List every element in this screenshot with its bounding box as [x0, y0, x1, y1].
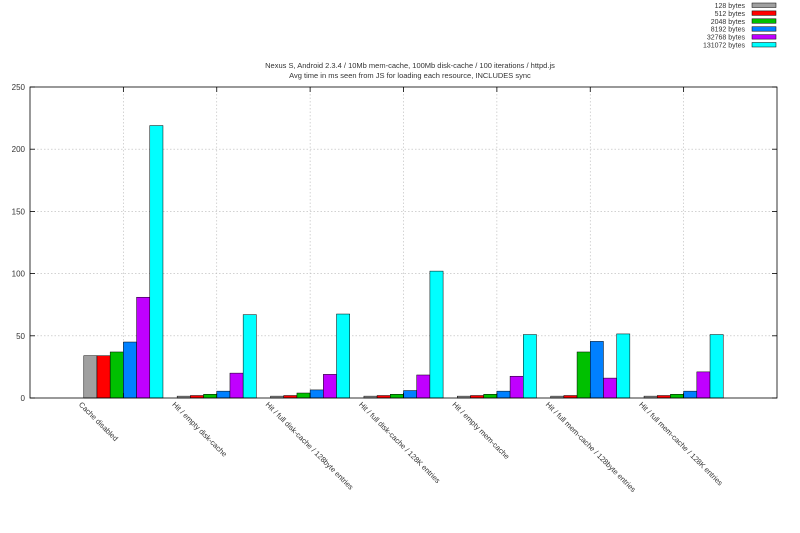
legend-label: 8192 bytes [711, 27, 746, 34]
x-tick-label: Hit / full mem-cache / 128K entries [637, 400, 725, 488]
bar [149, 125, 164, 399]
x-tick-label: Hit / full mem-cache / 128byte entries [544, 400, 638, 494]
x-tick-label: Hit / empty mem-cache [450, 400, 511, 461]
legend-swatch [751, 42, 777, 48]
bar [309, 389, 324, 399]
bar [576, 351, 591, 399]
legend-swatch [751, 26, 777, 32]
bar [109, 351, 124, 399]
legend-swatch [751, 2, 777, 8]
legend-label: 128 bytes [715, 3, 746, 10]
x-tick-label: Hit / full disk-cache / 128byte entries [264, 400, 356, 492]
bar [136, 296, 151, 399]
x-axis: Cache disabled Hit / empty disk-cache Hit … [77, 87, 725, 494]
y-tick-label: 100 [12, 270, 26, 279]
bar [390, 394, 404, 399]
chart-subtitle: Avg time in ms seen from JS for loading … [289, 71, 531, 80]
bar [242, 314, 257, 399]
bar [603, 377, 617, 399]
legend-label: 512 bytes [715, 11, 746, 18]
legend-swatch [751, 10, 777, 16]
bar [483, 394, 498, 399]
bar [203, 394, 218, 399]
bar [683, 390, 698, 399]
bar [216, 390, 231, 399]
bar [323, 374, 337, 399]
bar [696, 371, 711, 399]
x-tick-label: Hit / full disk-cache / 128K entries [357, 400, 442, 485]
legend-swatch [751, 34, 777, 40]
chart-title: Nexus S, Android 2.3.4 / 10Mb mem-cache,… [265, 61, 555, 70]
bars [83, 125, 724, 399]
x-tick-label: Hit / empty disk-cache [170, 400, 229, 459]
y-tick-label: 200 [12, 145, 26, 154]
y-tick-label: 50 [16, 332, 25, 341]
bar [123, 341, 137, 399]
bar [590, 341, 604, 399]
bar [496, 390, 511, 399]
bar [670, 394, 684, 399]
bar [709, 334, 724, 399]
y-tick-label: 250 [12, 83, 26, 92]
bar [509, 375, 524, 399]
legend-label: 32768 bytes [707, 35, 746, 42]
bar [429, 270, 444, 399]
bar [96, 355, 111, 399]
legend-label: 2048 bytes [711, 19, 746, 26]
bar [229, 372, 244, 399]
x-tick-label: Cache disabled [77, 400, 120, 443]
legend-swatch [751, 18, 777, 24]
y-axis: 0 50 100 150 200 250 [12, 83, 777, 403]
bar [296, 392, 311, 399]
bar [416, 374, 431, 399]
bar [616, 333, 631, 399]
bar [403, 390, 417, 399]
bar [523, 334, 537, 399]
bar [83, 355, 98, 399]
legend-label: 131072 bytes [703, 43, 746, 50]
y-tick-label: 0 [21, 394, 26, 403]
bar [336, 313, 350, 399]
y-tick-label: 150 [12, 207, 26, 216]
